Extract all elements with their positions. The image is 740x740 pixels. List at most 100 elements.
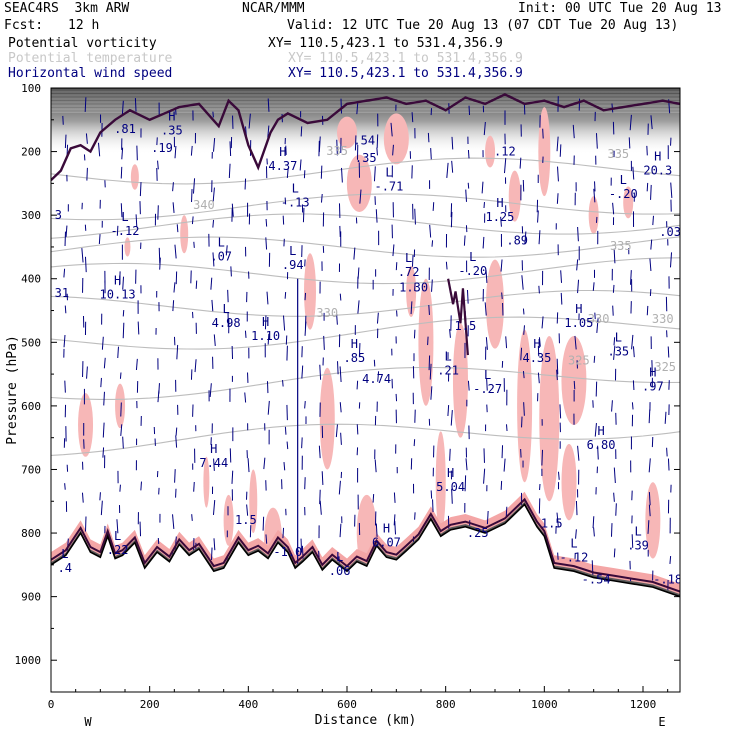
wind-vector — [323, 335, 325, 350]
wind-vector — [650, 184, 652, 200]
wind-vector — [304, 400, 306, 409]
wind-vector — [667, 346, 670, 358]
pv-extremum-value: .85 — [344, 351, 366, 365]
y-tick-label: 700 — [21, 463, 41, 476]
wind-vector — [135, 214, 138, 227]
wind-vector — [650, 239, 653, 250]
y-tick-label: 300 — [21, 209, 41, 222]
theta-contour — [51, 236, 680, 258]
pv-extremum-value: 1.5 — [235, 513, 257, 527]
wind-vector — [628, 137, 631, 149]
wind-vector — [373, 166, 376, 182]
wind-vector — [451, 160, 454, 173]
pv-extremum-value: 1.10 — [251, 329, 280, 343]
wind-vector — [320, 165, 323, 179]
y-tick-label: 400 — [21, 273, 41, 286]
wind-vector — [429, 363, 432, 380]
wind-vector — [411, 255, 414, 267]
pv-extremum-type: H — [279, 145, 286, 159]
wind-vector — [339, 402, 342, 413]
wind-vector — [572, 124, 575, 139]
wind-vector — [522, 370, 525, 379]
wind-vector — [559, 404, 562, 419]
wind-vector — [191, 514, 193, 521]
wind-vector — [372, 494, 375, 503]
pv-extremum-value: 1.25 — [485, 210, 514, 224]
wind-vector — [103, 391, 105, 406]
legend-pv-label: Potential vorticity — [8, 36, 157, 51]
pv-extremum-type: L — [405, 251, 412, 265]
wind-vector — [449, 328, 451, 338]
pv-extremum-value: -.54 — [582, 572, 611, 586]
y-tick-label: 100 — [21, 82, 41, 95]
wind-vector — [465, 189, 467, 202]
wind-vector — [592, 516, 595, 529]
pv-extremum-value: -.13 — [281, 195, 310, 209]
wind-vector — [175, 427, 178, 436]
x-tick-label: 1000 — [531, 698, 558, 711]
wind-vector — [521, 275, 524, 290]
wind-vector — [358, 343, 361, 357]
pv-extremum-type: H — [597, 424, 604, 438]
wind-vector — [267, 125, 270, 138]
x-tick-label: 200 — [140, 698, 160, 711]
pv-extremum-value: 7.44 — [199, 456, 228, 470]
wind-vector — [228, 163, 231, 179]
wind-vector — [120, 402, 122, 417]
wind-vector — [262, 516, 265, 531]
wind-vector — [631, 534, 634, 548]
wind-vector — [445, 261, 448, 270]
wind-vector — [86, 167, 88, 181]
wind-vector — [356, 380, 359, 390]
wind-vector — [392, 244, 395, 257]
wind-vector — [284, 426, 287, 435]
wind-vector — [97, 142, 101, 157]
pv-extremum-type: L — [634, 525, 641, 539]
wind-vector — [267, 333, 270, 345]
wind-vector — [430, 148, 432, 160]
pv-extremum-value: 20.3 — [643, 163, 672, 177]
pv-extremum-type: L — [292, 181, 299, 195]
wind-vector — [175, 435, 178, 448]
wind-vector — [632, 380, 635, 391]
pv-tropopause-contour — [51, 93, 680, 182]
wind-vector — [282, 527, 285, 539]
wind-vector — [615, 503, 617, 516]
wind-vector — [575, 529, 577, 539]
wind-vector — [577, 227, 579, 242]
wind-vector — [283, 315, 286, 331]
wind-vector — [172, 202, 175, 213]
wind-vector — [631, 334, 634, 350]
wind-vector — [339, 523, 342, 538]
wind-vector — [282, 379, 284, 387]
pv-shading-blob — [124, 237, 131, 257]
pv-shading-blob — [517, 329, 533, 483]
wind-vector — [100, 500, 103, 516]
wind-vector — [339, 293, 342, 301]
wind-vector — [538, 337, 541, 347]
x-tick-label: 1200 — [630, 698, 657, 711]
wind-vector — [99, 492, 101, 501]
y-tick-label: 200 — [21, 146, 41, 159]
wind-vector — [538, 230, 541, 245]
pv-shading-blob — [452, 323, 468, 438]
wind-vector — [191, 216, 194, 225]
wind-vector — [174, 244, 177, 259]
pv-extremum-value: .35 — [161, 123, 183, 137]
wind-vector — [482, 236, 485, 249]
theta-contour-label: 325 — [568, 354, 590, 368]
wind-vector — [573, 380, 576, 390]
wind-vector — [613, 337, 616, 346]
wind-vector — [650, 115, 653, 130]
wind-vector — [213, 334, 216, 347]
wind-vector — [630, 270, 632, 285]
wind-vector — [102, 422, 105, 438]
wind-vector — [336, 313, 338, 325]
wind-vector — [120, 424, 123, 437]
x-tick-label: 0 — [48, 698, 55, 711]
pv-extremum-type: L — [620, 173, 627, 187]
wind-vector — [267, 98, 270, 112]
init-time: Init: 00 UTC Tue 20 Aug 13 — [518, 1, 722, 16]
wind-vector — [646, 305, 649, 316]
wind-vector — [556, 136, 559, 152]
